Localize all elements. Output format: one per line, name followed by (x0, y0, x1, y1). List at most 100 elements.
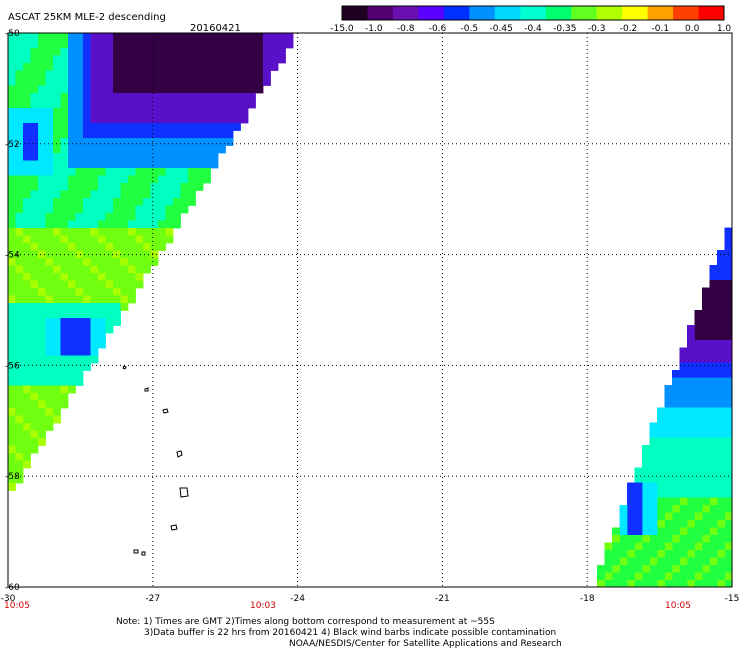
swath-cell (8, 243, 16, 251)
swath-cell (604, 557, 613, 566)
swath-cell (15, 85, 24, 94)
swath-cell (158, 205, 166, 214)
colorbar-label: 1.0 (717, 24, 732, 34)
swath-cell (38, 160, 46, 169)
swath-cell (150, 70, 159, 79)
swath-cell (23, 363, 31, 371)
swath-cell (38, 168, 46, 176)
swath-cell (45, 138, 54, 146)
swath-cell (105, 303, 114, 311)
swath-cell (150, 48, 159, 56)
swath-cell (75, 160, 84, 169)
swath-cell (233, 55, 241, 64)
swath-cell (702, 505, 710, 513)
swath-cell (83, 190, 91, 199)
swath-cell (8, 280, 16, 289)
swath-cell (30, 55, 39, 64)
swath-cell (225, 55, 234, 64)
swath-cell (68, 100, 76, 109)
swath-cell (90, 198, 99, 206)
swath-cell (188, 78, 196, 86)
swath-cell (38, 295, 46, 304)
swath-cell (38, 220, 46, 229)
swath-cell (128, 288, 136, 296)
swath-cell (23, 340, 31, 349)
swath-cell (143, 108, 151, 116)
swath-cell (23, 423, 31, 431)
swath-cell (694, 385, 703, 393)
swath-cell (612, 565, 620, 573)
swath-cell (30, 273, 39, 281)
swath-cell (664, 475, 673, 483)
colorbar-label: -0.3 (588, 24, 606, 34)
swath-cell (158, 243, 166, 251)
swath-cell (657, 407, 665, 416)
swath-cell (612, 572, 620, 581)
swath-cell (8, 348, 16, 356)
swath-cell (15, 175, 24, 184)
swath-cell (8, 78, 16, 86)
swath-cell (612, 542, 620, 551)
swath-cell (642, 557, 650, 566)
swath-cell (709, 527, 718, 536)
swath-cell (38, 265, 46, 274)
swath-cell (627, 542, 635, 551)
swath-cell (709, 407, 718, 416)
swath-cell (30, 205, 39, 214)
swath-cell (98, 85, 106, 94)
swath-cell (23, 108, 31, 116)
swath-cell (128, 235, 136, 244)
swath-cell (38, 93, 46, 101)
swath-cell (15, 468, 24, 476)
swath-cell (195, 153, 204, 161)
swath-cell (98, 325, 106, 334)
swath-cell (113, 115, 121, 124)
swath-cell (15, 145, 24, 154)
swath-cell (709, 512, 718, 521)
swath-cell (709, 400, 718, 408)
swath-cell (657, 505, 665, 513)
swath-cell (278, 48, 286, 56)
swath-cell (724, 302, 732, 311)
swath-cell (188, 40, 196, 49)
swath-cell (135, 78, 144, 86)
swath-cell (188, 123, 196, 131)
swath-cell (45, 108, 54, 116)
swath-cell (143, 78, 151, 86)
swath-cell (173, 183, 181, 191)
swath-cell (113, 258, 121, 266)
swath-cell (113, 33, 121, 41)
swath-cell (158, 108, 166, 116)
swath-cell (709, 385, 718, 393)
swath-cell (83, 250, 91, 259)
swath-cell (195, 85, 204, 94)
swath-cell (30, 78, 39, 86)
swath-cell (649, 467, 658, 476)
swath-cell (679, 535, 688, 543)
swath-cell (210, 70, 219, 79)
island-8 (141, 551, 146, 556)
swath-cell (702, 557, 710, 566)
swath-cell (8, 318, 16, 326)
swath-cell (210, 100, 219, 109)
swath-cell (15, 160, 24, 169)
swath-cell (75, 378, 84, 386)
swath-cell (105, 48, 114, 56)
swath-cell (113, 175, 121, 184)
swath-cell (702, 385, 710, 393)
swath-cell (45, 123, 54, 131)
swath-cell (30, 63, 39, 71)
swath-cell (98, 318, 106, 326)
swath-cell (53, 48, 61, 56)
swath-cell (8, 183, 16, 191)
swath-cell (173, 85, 181, 94)
swath-cell (649, 482, 658, 491)
swath-cell (90, 130, 99, 139)
swath-cell (105, 243, 114, 251)
swath-cell (38, 145, 46, 154)
swath-cell (90, 213, 99, 221)
swath-cell (702, 482, 710, 491)
colorbar-label: -0.35 (553, 24, 576, 34)
swath-cell (687, 565, 695, 573)
swath-cell (724, 377, 732, 386)
